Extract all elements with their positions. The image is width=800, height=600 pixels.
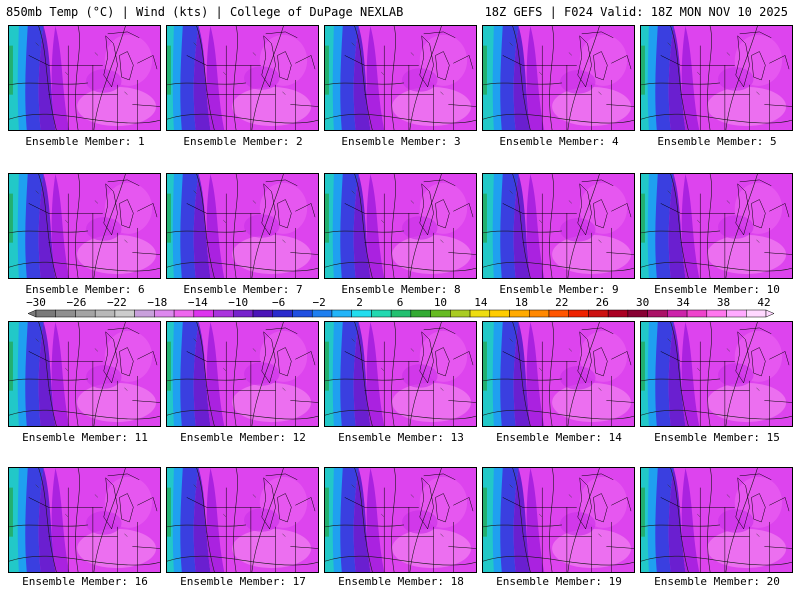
colorbar-tick-label: 38 xyxy=(716,296,731,309)
ensemble-member-label: Ensemble Member: 14 xyxy=(496,431,622,444)
colorbar-tick-label: −10 xyxy=(228,296,249,309)
ensemble-map-panel xyxy=(640,321,793,427)
ensemble-member-label: Ensemble Member: 4 xyxy=(499,135,619,148)
ensemble-map-panel xyxy=(8,173,161,279)
ensemble-member-label: Ensemble Member: 12 xyxy=(180,431,306,444)
ensemble-member-label: Ensemble Member: 3 xyxy=(341,135,461,148)
ensemble-member-label: Ensemble Member: 1 xyxy=(25,135,145,148)
ensemble-member-label: Ensemble Member: 18 xyxy=(338,575,464,588)
colorbar-tick-label: 22 xyxy=(555,296,569,309)
colorbar-tick-label: 34 xyxy=(676,296,690,309)
model-run-info: 18Z GEFS | F024 Valid: 18Z MON NOV 10 20… xyxy=(484,5,788,19)
colorbar-tick-label: 14 xyxy=(474,296,488,309)
ensemble-map-panel xyxy=(324,25,477,131)
ensemble-member-label: Ensemble Member: 5 xyxy=(657,135,777,148)
ensemble-map-panel xyxy=(482,467,635,573)
ensemble-member-label: Ensemble Member: 10 xyxy=(654,283,780,296)
ensemble-member-label: Ensemble Member: 11 xyxy=(22,431,148,444)
ensemble-map-panel xyxy=(482,173,635,279)
colorbar-tick-label: 18 xyxy=(514,296,528,309)
ensemble-member-label: Ensemble Member: 13 xyxy=(338,431,464,444)
colorbar-tick-label: 26 xyxy=(595,296,609,309)
ensemble-member-label: Ensemble Member: 2 xyxy=(183,135,303,148)
ensemble-member-label: Ensemble Member: 16 xyxy=(22,575,148,588)
colorbar-tick-label: −22 xyxy=(106,296,127,309)
colorbar-tick-label: −26 xyxy=(66,296,87,309)
colorbar-tick-label: −2 xyxy=(312,296,326,309)
colorbar-tick-label: −18 xyxy=(147,296,168,309)
ensemble-member-label: Ensemble Member: 15 xyxy=(654,431,780,444)
ensemble-member-label: Ensemble Member: 20 xyxy=(654,575,780,588)
ensemble-map-panel xyxy=(640,173,793,279)
ensemble-map-panel xyxy=(8,321,161,427)
colorbar-tick-label: −6 xyxy=(272,296,286,309)
map-title: 850mb Temp (°C) | Wind (kts) | College o… xyxy=(6,5,404,19)
ensemble-map-panel xyxy=(324,173,477,279)
ensemble-map-panel xyxy=(324,321,477,427)
colorbar-tick-label: −30 xyxy=(26,296,46,309)
ensemble-map-panel xyxy=(640,25,793,131)
ensemble-map-panel xyxy=(166,173,319,279)
ensemble-map-panel xyxy=(324,467,477,573)
ensemble-member-label: Ensemble Member: 8 xyxy=(341,283,461,296)
ensemble-map-panel xyxy=(166,25,319,131)
temperature-colorbar xyxy=(27,309,775,318)
ensemble-map-panel xyxy=(8,25,161,131)
ensemble-map-panel xyxy=(482,321,635,427)
colorbar-tick-label: 10 xyxy=(433,296,448,309)
colorbar-tick-label: 2 xyxy=(356,296,363,309)
ensemble-member-label: Ensemble Member: 17 xyxy=(180,575,306,588)
ensemble-map-panel xyxy=(166,467,319,573)
colorbar-tick-label: −14 xyxy=(187,296,208,309)
colorbar-tick-label: 6 xyxy=(396,296,404,309)
ensemble-member-label: Ensemble Member: 9 xyxy=(499,283,619,296)
ensemble-map-panel xyxy=(482,25,635,131)
colorbar-tick-label: 42 xyxy=(757,296,771,309)
ensemble-member-label: Ensemble Member: 6 xyxy=(25,283,145,296)
ensemble-map-panel xyxy=(640,467,793,573)
ensemble-map-panel xyxy=(8,467,161,573)
ensemble-member-label: Ensemble Member: 7 xyxy=(183,283,303,296)
colorbar-tick-label: 30 xyxy=(636,296,650,309)
ensemble-member-label: Ensemble Member: 19 xyxy=(496,575,622,588)
ensemble-map-panel xyxy=(166,321,319,427)
